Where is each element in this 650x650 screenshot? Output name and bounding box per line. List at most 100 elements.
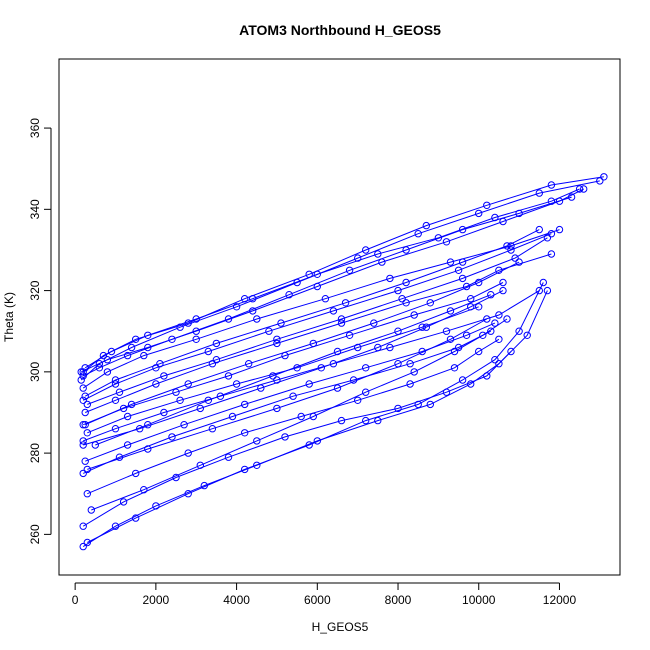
x-tick-label: 0 — [72, 593, 79, 607]
x-tick-label: 6000 — [304, 593, 331, 607]
data-point — [273, 339, 281, 348]
data-point — [81, 421, 89, 429]
data-point — [507, 347, 515, 356]
data-point — [329, 360, 338, 368]
series-11 — [79, 327, 495, 478]
data-point — [77, 368, 85, 376]
series-line — [80, 180, 600, 381]
data-point — [132, 514, 140, 522]
data-point — [539, 278, 547, 287]
data-point — [462, 331, 471, 339]
data-point — [83, 538, 92, 547]
series-line — [84, 229, 540, 397]
data-point — [337, 319, 346, 327]
series-5 — [83, 234, 552, 409]
series-7 — [79, 278, 507, 429]
data-point — [475, 209, 483, 218]
data-point — [79, 522, 87, 530]
data-point — [394, 360, 402, 368]
data-point — [458, 258, 467, 266]
data-point — [79, 368, 87, 376]
series-14 — [79, 286, 552, 551]
y-tick-label: 320 — [28, 280, 42, 300]
data-point — [555, 197, 564, 205]
data-point — [370, 319, 378, 327]
data-point — [567, 193, 576, 201]
series-19 — [83, 315, 491, 474]
series-17 — [81, 258, 523, 429]
data-point — [79, 372, 87, 380]
x-axis-label: H_GEOS5 — [312, 620, 369, 634]
data-point — [467, 380, 475, 388]
data-point — [374, 250, 382, 258]
data-point — [111, 425, 120, 433]
data-point — [333, 347, 342, 356]
series-line — [84, 188, 580, 369]
data-point — [354, 396, 362, 404]
data-point — [144, 445, 152, 453]
data-point — [79, 437, 87, 445]
data-point — [535, 286, 543, 295]
data-point — [208, 360, 217, 368]
series-line — [87, 237, 548, 405]
data-point — [281, 433, 289, 441]
data-point — [79, 542, 87, 551]
data-point — [362, 416, 370, 425]
data-point — [555, 225, 564, 234]
data-point — [547, 181, 556, 189]
data-point — [374, 416, 382, 425]
data-point — [192, 327, 200, 335]
data-point — [317, 364, 325, 372]
y-axis: 260 280 300 320 340 360 — [28, 118, 52, 544]
data-point — [362, 246, 370, 254]
data-point — [495, 360, 503, 368]
series-line — [82, 290, 548, 548]
series-line — [82, 229, 560, 389]
data-point — [499, 286, 507, 295]
series-line — [85, 253, 552, 413]
data-point — [426, 299, 434, 307]
series-16 — [77, 185, 588, 376]
data-point — [543, 286, 552, 295]
data-point — [511, 254, 519, 262]
x-axis: 0 2000 4000 6000 8000 10000 12000 — [72, 582, 576, 607]
data-point — [184, 380, 192, 388]
data-point — [277, 319, 285, 327]
series-line — [82, 233, 552, 401]
data-point — [394, 286, 402, 295]
data-point — [81, 457, 89, 465]
data-point — [184, 490, 192, 498]
series-line — [84, 261, 520, 426]
data-point — [491, 319, 499, 327]
data-point — [402, 246, 410, 254]
data-point — [83, 465, 92, 474]
data-point — [127, 400, 136, 409]
data-point — [454, 266, 463, 274]
data-point — [297, 412, 305, 421]
data-point — [132, 469, 140, 478]
data-point — [406, 380, 414, 388]
data-point — [402, 299, 410, 307]
series-20 — [79, 193, 576, 380]
data-point — [329, 307, 338, 315]
data-point — [313, 270, 321, 278]
data-point — [333, 384, 342, 392]
data-point — [394, 404, 402, 413]
data-point — [446, 258, 455, 266]
data-point — [394, 327, 402, 335]
series-2 — [81, 185, 584, 372]
data-point — [224, 372, 233, 380]
data-point — [426, 400, 434, 409]
data-point — [442, 238, 451, 246]
data-point — [91, 441, 100, 449]
series-8 — [83, 303, 483, 437]
data-point — [140, 351, 148, 360]
data-point — [103, 368, 112, 376]
data-point — [499, 278, 507, 287]
x-tick-label: 2000 — [143, 593, 170, 607]
data-point — [103, 356, 112, 364]
data-point — [458, 274, 467, 283]
data-point — [115, 388, 124, 396]
data-point — [196, 404, 205, 413]
data-point — [414, 400, 422, 409]
